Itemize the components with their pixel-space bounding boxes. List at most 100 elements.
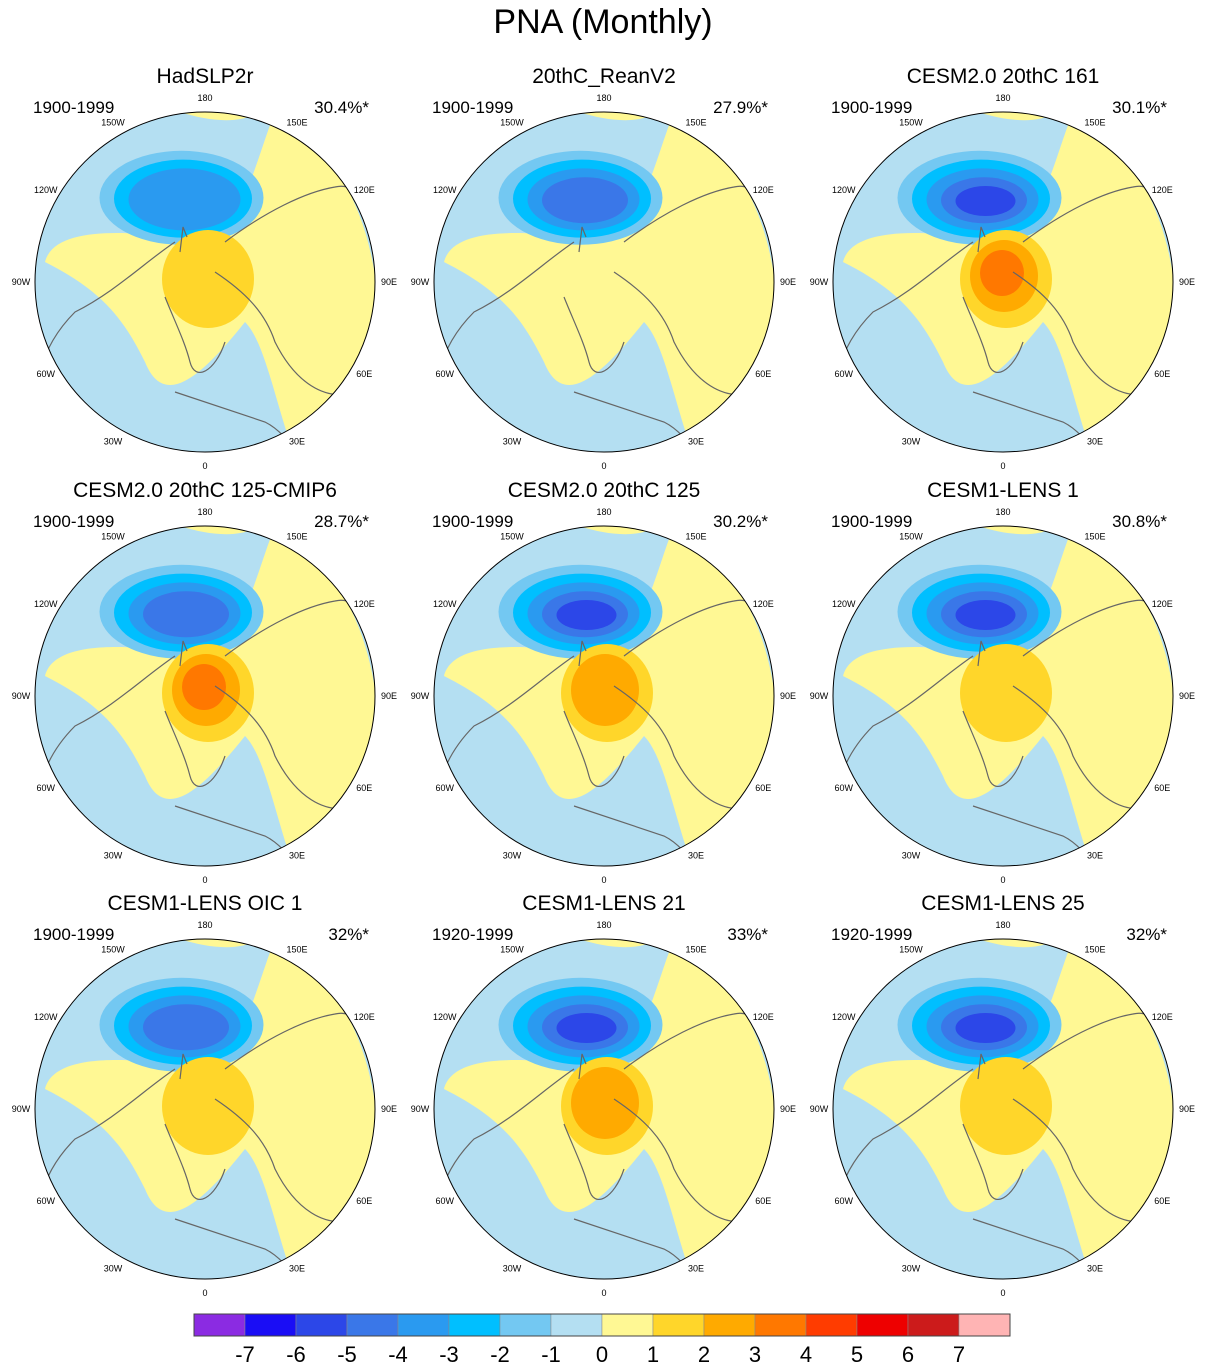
colorbar-tick-label: 5 <box>851 1342 863 1367</box>
panel-period: 1920-1999 <box>432 925 514 944</box>
field-negative-contour <box>128 168 241 231</box>
longitude-label: 150E <box>286 118 307 128</box>
longitude-label: 0 <box>1000 461 1005 471</box>
panel-period: 1900-1999 <box>33 512 115 531</box>
longitude-label: 150E <box>1084 945 1105 955</box>
map-border <box>34 938 376 1280</box>
longitude-label: 60E <box>356 783 372 793</box>
longitude-label: 180 <box>995 920 1010 930</box>
longitude-label: 120W <box>433 185 457 195</box>
longitude-label: 120E <box>753 1012 774 1022</box>
longitude-label: 150E <box>685 945 706 955</box>
longitude-label: 60W <box>834 783 853 793</box>
longitude-label: 30W <box>104 436 123 446</box>
longitude-label: 90W <box>411 1104 430 1114</box>
colorbar-tick-label: 2 <box>698 1342 710 1367</box>
panel-variance-percent: 30.2%* <box>713 512 768 531</box>
map-border <box>433 938 775 1280</box>
longitude-label: 120W <box>832 185 856 195</box>
longitude-label: 120E <box>354 185 375 195</box>
field-negative-contour <box>955 600 1016 630</box>
panel-period: 1900-1999 <box>33 925 115 944</box>
map-panel: CESM1-LENS 21 1920-1999 33%* 180 150E 120E 90E… <box>404 889 804 1299</box>
longitude-label: 150W <box>101 532 125 542</box>
longitude-label: 60W <box>36 369 55 379</box>
longitude-label: 120W <box>433 599 457 609</box>
longitude-label: 90E <box>381 1104 397 1114</box>
longitude-label: 60E <box>356 369 372 379</box>
panel-title: CESM2.0 20thC 125-CMIP6 <box>73 479 337 502</box>
field-positive-contour <box>162 230 254 328</box>
longitude-label: 0 <box>202 461 207 471</box>
panel-period: 1900-1999 <box>33 98 115 117</box>
polar-map: 180 150E 120E 90E 60E 30E 0 30W 60W 90W 120W 150W <box>411 93 796 471</box>
panel-title: HadSLP2r <box>156 65 254 88</box>
field-positive-cap <box>165 526 265 535</box>
panel-title: CESM1-LENS 21 <box>522 892 686 915</box>
colorbar-tick-label: 7 <box>953 1342 965 1367</box>
colorbar-swatch <box>805 1313 858 1337</box>
longitude-label: 180 <box>596 507 611 517</box>
colorbar-swatch <box>652 1313 705 1337</box>
longitude-label: 60E <box>1154 369 1170 379</box>
longitude-label: 150W <box>500 118 524 128</box>
longitude-label: 150W <box>500 532 524 542</box>
panel-period: 1900-1999 <box>831 98 913 117</box>
longitude-label: 150W <box>101 945 125 955</box>
longitude-label: 120E <box>354 599 375 609</box>
panel-title: CESM2.0 20thC 161 <box>906 65 1100 88</box>
panel-title: CESM1-LENS OIC 1 <box>107 892 303 915</box>
field-negative-contour <box>556 600 617 630</box>
field-negative-contour <box>955 186 1016 216</box>
map-panel: CESM1-LENS OIC 1 1900-1999 32%* 180 150E 120E… <box>5 889 405 1299</box>
longitude-label: 0 <box>601 461 606 471</box>
field-positive-region <box>444 112 774 452</box>
colorbar-swatch <box>703 1313 756 1337</box>
colorbar-swatch <box>244 1313 297 1337</box>
longitude-label: 30W <box>902 436 921 446</box>
map-panel: CESM1-LENS 1 1900-1999 30.8%* 180 150E 120E 90… <box>803 476 1203 886</box>
colorbar-swatch <box>346 1313 399 1337</box>
polar-map: 180 150E 120E 90E 60E 30E 0 30W 60W 90W 120W 150W <box>12 507 397 885</box>
longitude-label: 120W <box>34 1012 58 1022</box>
map-border <box>433 111 775 453</box>
longitude-label: 60E <box>755 369 771 379</box>
field-positive-cap <box>564 112 664 121</box>
longitude-label: 150W <box>899 945 923 955</box>
panel-variance-percent: 27.9%* <box>713 98 768 117</box>
longitude-label: 30W <box>104 850 123 860</box>
field-positive-cap <box>963 526 1063 535</box>
colorbar-swatch <box>601 1313 654 1337</box>
map-border <box>433 525 775 867</box>
longitude-label: 90W <box>411 277 430 287</box>
panel-title: CESM1-LENS 1 <box>927 479 1079 502</box>
longitude-label: 60W <box>36 783 55 793</box>
longitude-label: 90W <box>810 277 829 287</box>
longitude-label: 30W <box>902 1263 921 1273</box>
longitude-label: 90E <box>1179 691 1195 701</box>
longitude-label: 120E <box>354 1012 375 1022</box>
longitude-label: 150E <box>1084 118 1105 128</box>
colorbar-tick-label: -1 <box>541 1342 561 1367</box>
colorbar-tick-label: -7 <box>235 1342 255 1367</box>
field-negative-contour <box>955 1013 1016 1043</box>
field-positive-contour <box>571 654 639 726</box>
colorbar-tick-label: 4 <box>800 1342 812 1367</box>
map-panel: HadSLP2r 1900-1999 30.4%* 180 150E 120E 90E 60E… <box>5 62 405 472</box>
map-panel: CESM2.0 20thC 125 1900-1999 30.2%* 180 150E 1… <box>404 476 804 886</box>
panel-variance-percent: 28.7%* <box>314 512 369 531</box>
field-positive-cap <box>165 112 265 121</box>
longitude-label: 150W <box>899 532 923 542</box>
longitude-label: 30W <box>503 850 522 860</box>
longitude-label: 90W <box>12 691 31 701</box>
longitude-label: 120W <box>832 1012 856 1022</box>
panel-period: 1900-1999 <box>432 512 514 531</box>
longitude-label: 180 <box>995 93 1010 103</box>
field-positive-cap <box>564 526 664 535</box>
field-positive-contour <box>960 644 1052 742</box>
map-panel: CESM2.0 20thC 125-CMIP6 1900-1999 28.7%* 18… <box>5 476 405 886</box>
longitude-label: 0 <box>601 875 606 885</box>
longitude-label: 180 <box>995 507 1010 517</box>
field-positive-contour <box>571 1067 639 1139</box>
field-positive-contour <box>182 664 226 710</box>
